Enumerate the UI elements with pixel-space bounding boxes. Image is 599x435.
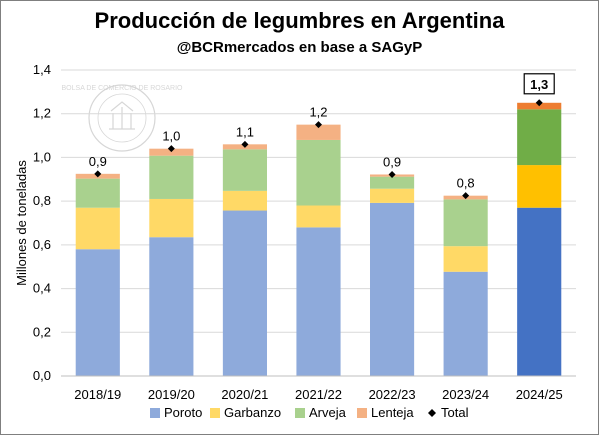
- x-tick-label: 2023/24: [442, 387, 489, 402]
- bar-poroto-2024-25: [517, 207, 562, 376]
- x-tick-label: 2024/25: [516, 387, 563, 402]
- bar-poroto-2021-22: [296, 227, 341, 376]
- total-label: 1,2: [309, 105, 327, 120]
- x-tick-label: 2020/21: [221, 387, 268, 402]
- y-tick-label: 0,4: [33, 281, 51, 296]
- bcr-seal-watermark: BOLSA DE COMERCIO DE ROSARIO: [62, 84, 184, 152]
- bar-arveja-2022-23: [370, 176, 415, 189]
- chart-subtitle: @BCRmercados en base a SAGyP: [176, 39, 423, 56]
- bar-poroto-2020-21: [222, 210, 267, 376]
- total-label: 1,0: [162, 129, 180, 144]
- bar-arveja-2024-25: [517, 109, 562, 166]
- legend-label: Poroto: [164, 405, 202, 420]
- bar-arveja-2018-19: [75, 178, 120, 208]
- legend-swatch-poroto: [150, 408, 160, 418]
- bar-arveja-2021-22: [296, 139, 341, 206]
- legend-label: Arveja: [309, 405, 347, 420]
- bar-arveja-2019-20: [149, 155, 194, 199]
- total-marker: [388, 170, 396, 178]
- bar-arveja-2023-24: [443, 199, 488, 247]
- bar-lenteja-2021-22: [296, 124, 341, 140]
- bar-garbanzo-2018-19: [75, 207, 120, 250]
- total-label: 1,1: [236, 124, 254, 139]
- y-axis-label: Millones de toneladas: [14, 160, 29, 286]
- y-tick-label: 0,2: [33, 324, 51, 339]
- bar-arveja-2020-21: [222, 149, 267, 191]
- legend-swatch-lenteja: [357, 408, 367, 418]
- legend-label: Lenteja: [371, 405, 414, 420]
- legend-swatch-garbanzo: [210, 408, 220, 418]
- total-label: 1,3: [530, 77, 548, 92]
- bar-garbanzo-2020-21: [222, 190, 267, 211]
- total-marker: [462, 192, 470, 200]
- total-label: 0,9: [383, 154, 401, 169]
- bar-garbanzo-2022-23: [370, 188, 415, 203]
- bar-garbanzo-2023-24: [443, 246, 488, 272]
- svg-text:BOLSA DE COMERCIO DE ROSARIO: BOLSA DE COMERCIO DE ROSARIO: [62, 85, 184, 92]
- legend-swatch-arveja: [295, 408, 305, 418]
- legend-swatch-total: [428, 409, 436, 417]
- y-tick-label: 1,4: [33, 62, 51, 77]
- x-tick-label: 2018/19: [74, 387, 121, 402]
- x-tick-label: 2022/23: [369, 387, 416, 402]
- bar-poroto-2023-24: [443, 271, 488, 376]
- total-label-box: [523, 73, 555, 95]
- legend: Poroto Garbanzo Arveja Lenteja Total: [150, 405, 469, 420]
- total-marker: [94, 170, 102, 178]
- y-tick-label: 1,0: [33, 149, 51, 164]
- bar-poroto-2019-20: [149, 237, 194, 376]
- legend-label: Total: [441, 405, 469, 420]
- legend-label: Garbanzo: [224, 405, 281, 420]
- x-tick-label: 2021/22: [295, 387, 342, 402]
- y-tick-label: 0,0: [33, 368, 51, 383]
- y-tick-label: 0,6: [33, 237, 51, 252]
- bar-garbanzo-2024-25: [517, 165, 562, 208]
- total-label: 0,8: [457, 176, 475, 191]
- bar-poroto-2022-23: [370, 202, 415, 376]
- y-tick-label: 0,8: [33, 193, 51, 208]
- total-marker: [241, 140, 249, 148]
- bar-poroto-2018-19: [75, 249, 120, 376]
- total-marker: [167, 145, 175, 153]
- total-label: 0,9: [89, 154, 107, 169]
- total-marker: [315, 121, 322, 129]
- chart-title: Producción de legumbres en Argentina: [94, 8, 505, 33]
- bar-garbanzo-2021-22: [296, 205, 341, 228]
- total-marker: [535, 99, 543, 107]
- y-tick-label: 1,2: [33, 106, 51, 121]
- x-tick-label: 2019/20: [148, 387, 195, 402]
- bar-garbanzo-2019-20: [149, 198, 194, 238]
